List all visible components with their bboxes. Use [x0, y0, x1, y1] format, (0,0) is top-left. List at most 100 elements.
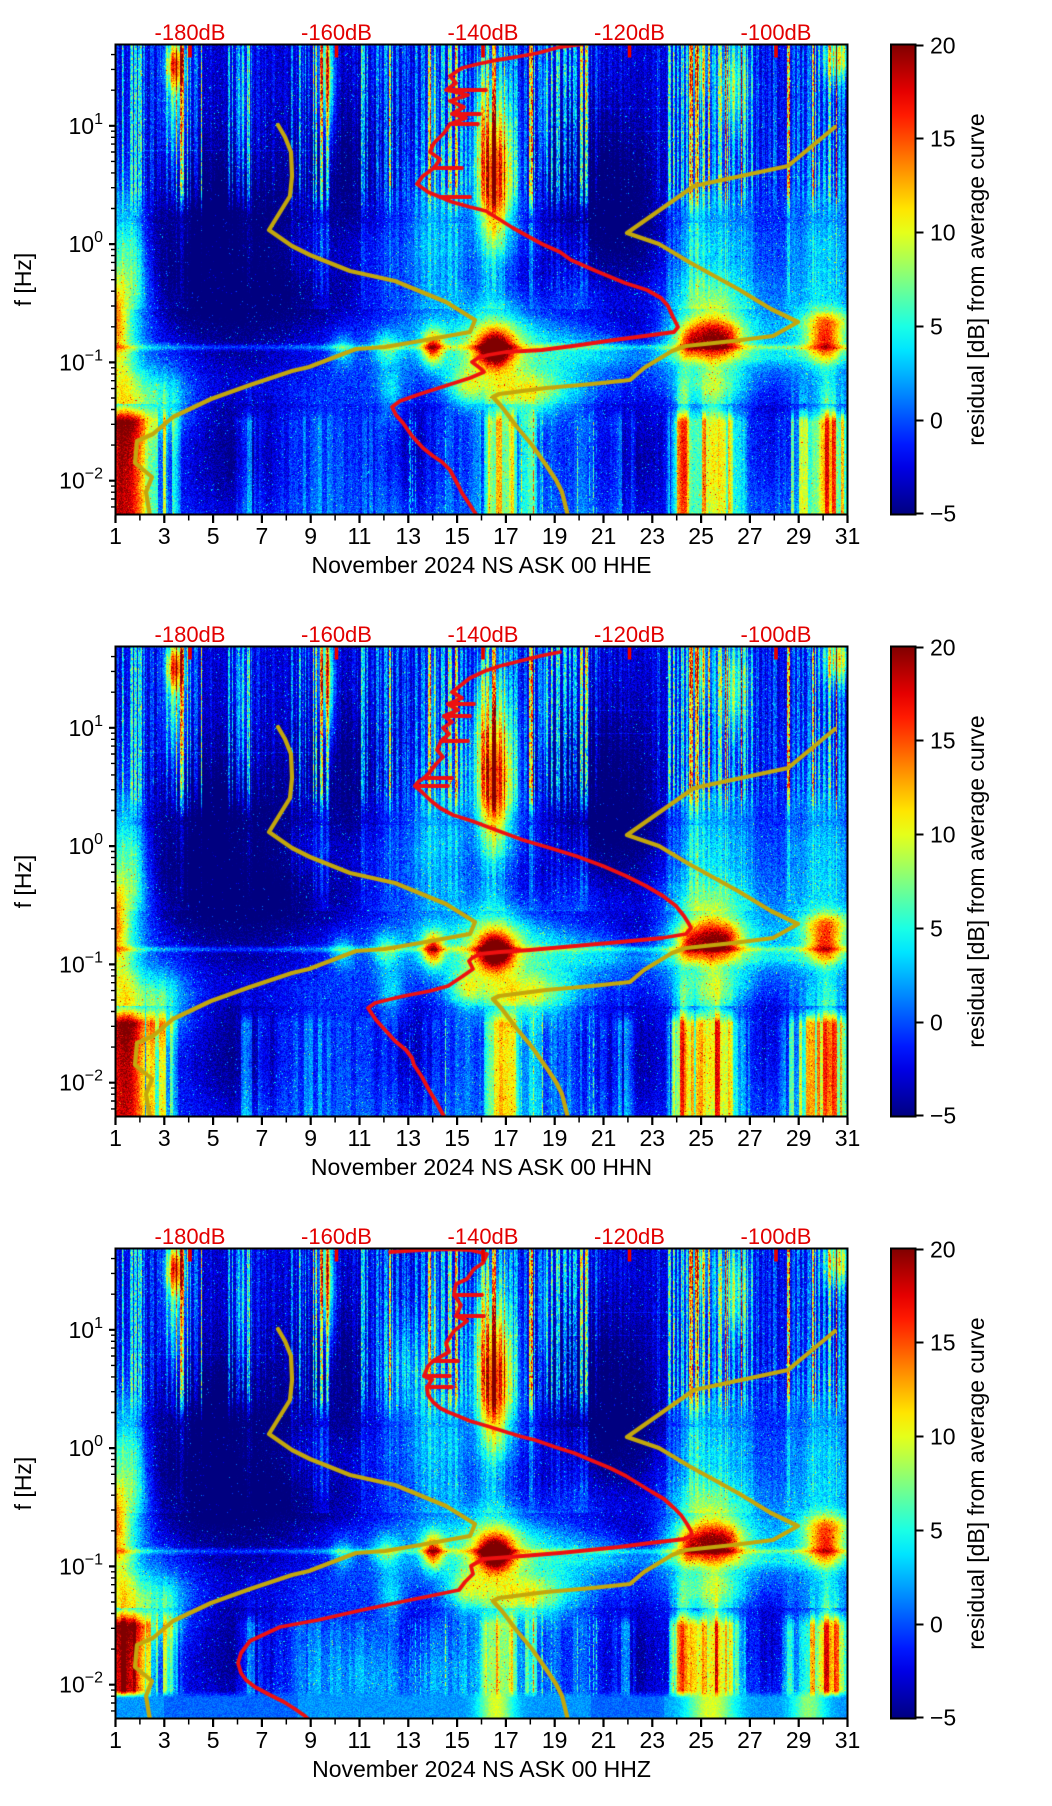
svg-text:7: 7	[256, 1727, 269, 1753]
svg-text:5: 5	[930, 916, 943, 942]
svg-text:7: 7	[256, 1125, 269, 1151]
svg-text:-100dB: -100dB	[741, 622, 812, 647]
svg-text:−5: −5	[930, 1103, 956, 1129]
svg-text:10−1: 10−1	[59, 1551, 103, 1579]
svg-text:27: 27	[737, 1727, 763, 1753]
svg-text:21: 21	[591, 523, 617, 549]
svg-text:11: 11	[348, 523, 372, 549]
svg-text:9: 9	[304, 1727, 317, 1753]
svg-text:23: 23	[640, 1125, 666, 1151]
svg-text:-160dB: -160dB	[301, 1224, 372, 1249]
svg-text:−5: −5	[930, 501, 956, 527]
svg-text:10: 10	[930, 822, 956, 848]
svg-text:13: 13	[396, 1727, 422, 1753]
svg-text:20: 20	[930, 33, 956, 59]
svg-text:25: 25	[688, 1125, 714, 1151]
svg-text:19: 19	[542, 523, 568, 549]
svg-text:31: 31	[835, 1727, 861, 1753]
svg-text:29: 29	[786, 523, 812, 549]
svg-text:5: 5	[207, 1727, 220, 1753]
svg-text:0: 0	[930, 1010, 943, 1036]
svg-text:11: 11	[348, 1125, 372, 1151]
svg-text:15: 15	[444, 1125, 470, 1151]
svg-text:10: 10	[930, 220, 956, 246]
svg-text:13: 13	[396, 1125, 422, 1151]
svg-text:7: 7	[256, 523, 269, 549]
svg-text:3: 3	[158, 1125, 171, 1151]
svg-text:-180dB: -180dB	[155, 20, 226, 45]
svg-text:100: 100	[69, 229, 104, 257]
svg-text:-100dB: -100dB	[741, 1224, 812, 1249]
svg-text:10−1: 10−1	[59, 949, 103, 977]
svg-text:15: 15	[930, 126, 956, 152]
svg-text:5: 5	[930, 314, 943, 340]
svg-text:100: 100	[69, 1433, 104, 1461]
svg-text:15: 15	[444, 1727, 470, 1753]
svg-text:10−2: 10−2	[59, 466, 103, 494]
svg-text:-140dB: -140dB	[448, 20, 519, 45]
svg-text:31: 31	[835, 523, 861, 549]
svg-text:5: 5	[207, 523, 220, 549]
svg-text:3: 3	[158, 523, 171, 549]
svg-text:101: 101	[69, 713, 104, 741]
svg-text:15: 15	[930, 1330, 956, 1356]
svg-text:17: 17	[493, 523, 519, 549]
svg-text:19: 19	[542, 1727, 568, 1753]
svg-text:9: 9	[304, 523, 317, 549]
svg-text:21: 21	[591, 1727, 617, 1753]
svg-text:29: 29	[786, 1727, 812, 1753]
svg-text:10−1: 10−1	[59, 347, 103, 375]
svg-text:0: 0	[930, 408, 943, 434]
svg-text:25: 25	[688, 523, 714, 549]
svg-text:residual [dB] from average cur: residual [dB] from average curve	[963, 113, 989, 445]
svg-text:23: 23	[640, 523, 666, 549]
svg-text:−5: −5	[930, 1705, 956, 1731]
svg-text:27: 27	[737, 1125, 763, 1151]
svg-text:20: 20	[930, 635, 956, 661]
svg-text:13: 13	[396, 523, 422, 549]
svg-text:residual [dB] from average cur: residual [dB] from average curve	[963, 1317, 989, 1649]
svg-text:101: 101	[69, 1315, 104, 1343]
svg-text:0: 0	[930, 1612, 943, 1638]
svg-text:17: 17	[493, 1125, 519, 1151]
svg-text:10−2: 10−2	[59, 1068, 103, 1096]
svg-text:10−2: 10−2	[59, 1670, 103, 1698]
svg-text:1: 1	[109, 523, 122, 549]
svg-text:5: 5	[207, 1125, 220, 1151]
svg-text:31: 31	[835, 1125, 861, 1151]
svg-text:17: 17	[493, 1727, 519, 1753]
svg-text:November 2024 NS ASK 00 HHN: November 2024 NS ASK 00 HHN	[311, 1154, 652, 1180]
svg-text:5: 5	[930, 1518, 943, 1544]
svg-text:29: 29	[786, 1125, 812, 1151]
svg-text:f [Hz]: f [Hz]	[10, 1457, 36, 1511]
svg-text:-180dB: -180dB	[155, 622, 226, 647]
svg-text:-160dB: -160dB	[301, 622, 372, 647]
svg-text:101: 101	[69, 111, 104, 139]
svg-text:20: 20	[930, 1237, 956, 1263]
svg-text:-120dB: -120dB	[594, 622, 665, 647]
svg-text:f [Hz]: f [Hz]	[10, 253, 36, 307]
svg-text:15: 15	[930, 728, 956, 754]
svg-text:residual [dB] from average cur: residual [dB] from average curve	[963, 715, 989, 1047]
svg-text:3: 3	[158, 1727, 171, 1753]
svg-text:19: 19	[542, 1125, 568, 1151]
svg-text:25: 25	[688, 1727, 714, 1753]
svg-text:100: 100	[69, 831, 104, 859]
svg-text:November 2024 NS ASK 00 HHZ: November 2024 NS ASK 00 HHZ	[312, 1756, 651, 1782]
svg-text:15: 15	[444, 523, 470, 549]
svg-text:-100dB: -100dB	[741, 20, 812, 45]
svg-text:10: 10	[930, 1424, 956, 1450]
svg-text:f [Hz]: f [Hz]	[10, 855, 36, 909]
svg-text:11: 11	[348, 1727, 372, 1753]
svg-text:1: 1	[109, 1727, 122, 1753]
svg-text:-160dB: -160dB	[301, 20, 372, 45]
svg-text:9: 9	[304, 1125, 317, 1151]
svg-text:27: 27	[737, 523, 763, 549]
svg-text:-120dB: -120dB	[594, 1224, 665, 1249]
svg-text:21: 21	[591, 1125, 617, 1151]
svg-text:23: 23	[640, 1727, 666, 1753]
svg-text:-140dB: -140dB	[448, 1224, 519, 1249]
svg-text:-140dB: -140dB	[448, 622, 519, 647]
svg-text:1: 1	[109, 1125, 122, 1151]
svg-text:-120dB: -120dB	[594, 20, 665, 45]
